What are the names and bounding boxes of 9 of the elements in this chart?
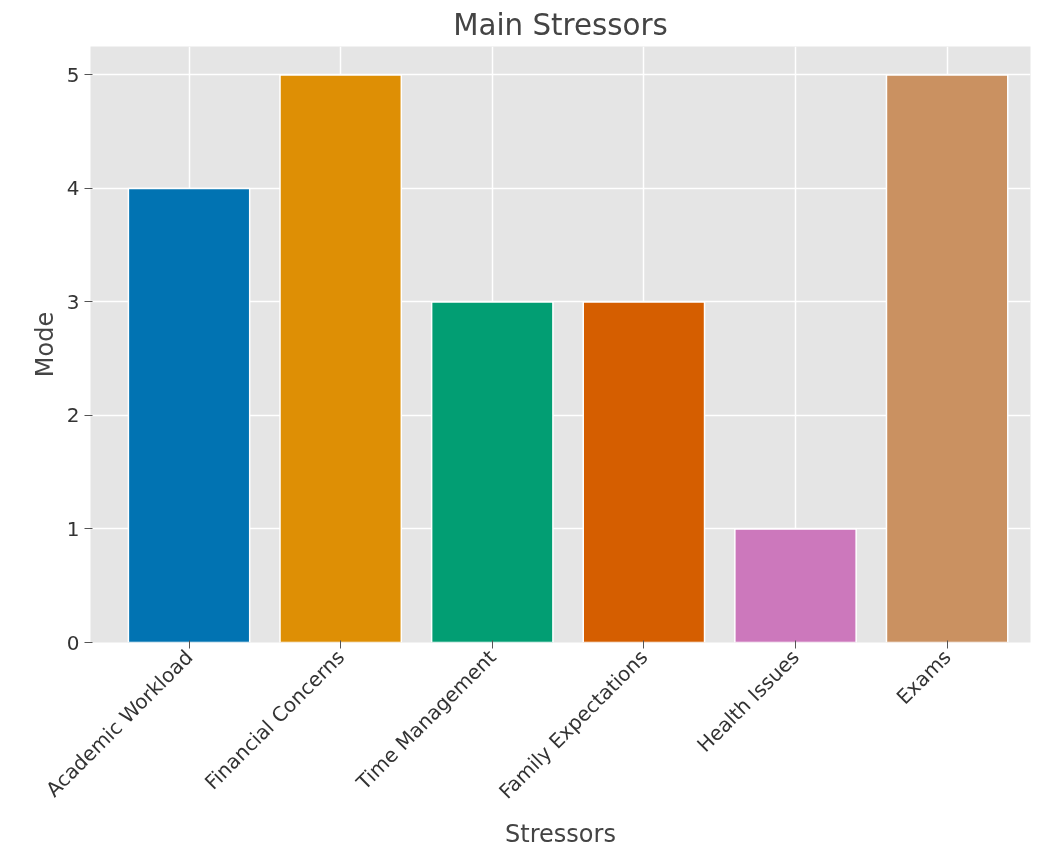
x-axis-title: Stressors [505,819,616,848]
y-tick-label: 4 [66,176,80,201]
chart-title: Main Stressors [453,7,668,42]
y-axis-title: Mode [30,311,59,378]
y-tick-label: 1 [66,516,80,541]
y-tick-label: 5 [66,62,80,87]
y-tick-label: 3 [66,289,80,314]
y-tick-label: 0 [66,630,80,655]
y-tick-label: 2 [66,403,80,428]
